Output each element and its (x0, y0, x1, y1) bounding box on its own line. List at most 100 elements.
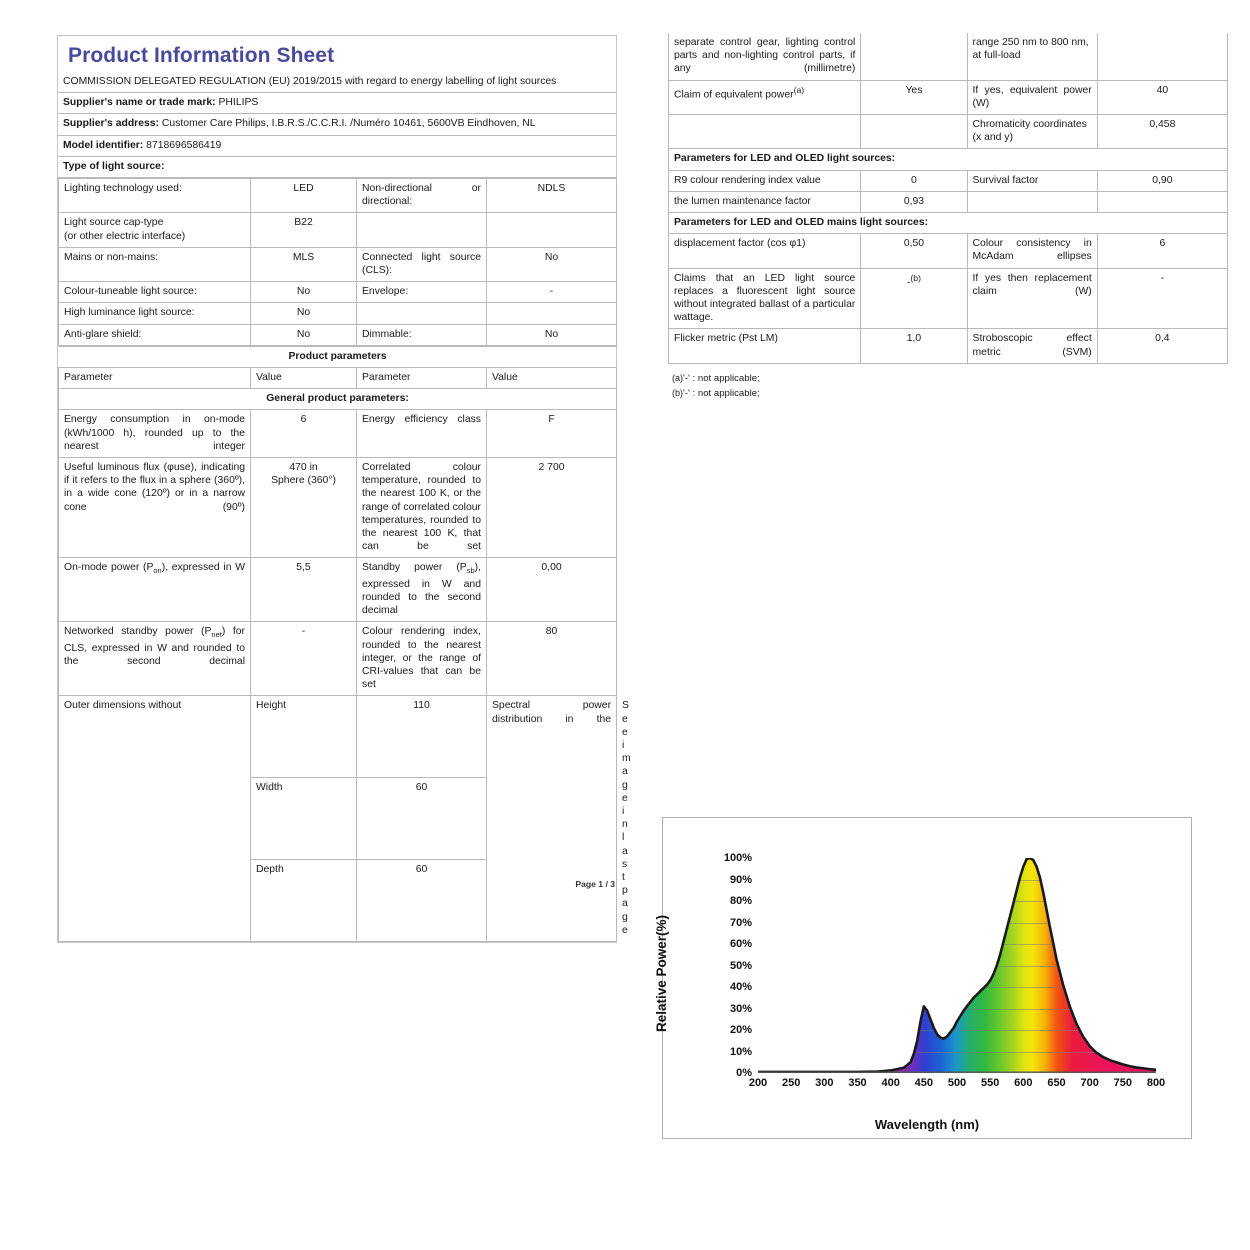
footnote-item: (b)'-' : not applicable; (672, 386, 1228, 401)
light-source-parameter-1: Light source cap-type (or other electric … (58, 212, 251, 248)
model-identifier-value: 8718696586419 (146, 139, 222, 151)
chromaticity-empty-2 (860, 114, 968, 150)
outer-dimension-name: Width (250, 777, 357, 861)
light-source-parameter-2: Dimmable: (356, 323, 487, 346)
claim-equivalent-power-parameter: Claim of equivalent power(a) (667, 79, 862, 116)
light-source-parameter-1: Mains or non-mains: (58, 246, 251, 283)
column-header-parameter-2: Parameter (356, 367, 487, 390)
footnotes: (a)'-' : not applicable; (b)'-' : not app… (668, 371, 1228, 401)
stroboscopic-metric-value: 0,4 (1096, 328, 1229, 364)
colour-consistency-parameter: Colour consistency in McAdam ellipses (966, 233, 1098, 269)
supplier-name-value: PHILIPS (218, 97, 259, 109)
table-row: Energy consumption in on-mode (kWh/1000 … (58, 409, 618, 459)
table-row: Depth 60 (59, 859, 617, 943)
continuation-value-1 (860, 33, 968, 81)
light-source-value-2 (486, 302, 617, 325)
chart-y-tick-label: 90% (729, 873, 752, 886)
table-row: Width 60 (59, 777, 617, 861)
led-replacement-claims-value: -(b) (860, 267, 968, 330)
light-source-value-2 (486, 212, 617, 248)
stroboscopic-metric-parameter: Stroboscopic effect metric (SVM) (966, 328, 1098, 364)
section-header-general-product-parameters: General product parameters: (57, 388, 618, 411)
chart-x-tick-label: 700 (1080, 1077, 1099, 1089)
supplier-address-label: Supplier's address: (63, 118, 160, 130)
light-source-parameter-2 (356, 212, 487, 248)
light-source-value-2: - (486, 281, 617, 304)
r9-value: 0 (860, 169, 968, 192)
light-source-value-2: No (486, 246, 617, 283)
equivalent-power-value: 40 (1096, 79, 1229, 116)
survival-factor-parameter: Survival factor (966, 169, 1098, 192)
model-identifier-label: Model identifier: (63, 139, 144, 151)
light-source-value-2: NDLS (486, 178, 617, 214)
table-row-lumen-maintenance: the lumen maintenance factor 0,93 (667, 190, 1229, 214)
product-information-sheet-panel: Product Information Sheet COMMISSION DEL… (57, 35, 631, 944)
table-row-type-of-light-source: Type of light source: (58, 155, 616, 179)
light-source-parameter-2: Envelope: (356, 281, 487, 304)
chart-y-tick-label: 30% (729, 1002, 752, 1015)
chart-x-tick-label: 750 (1113, 1077, 1133, 1089)
column-header-value-1: Value (250, 367, 357, 390)
survival-factor-value: 0,90 (1096, 169, 1229, 192)
chart-x-tick-label: 200 (748, 1077, 768, 1089)
light-source-table: Lighting technology used: LED Non-directio… (58, 178, 617, 346)
chart-y-tick-label: 10% (729, 1045, 752, 1058)
displacement-factor-value: 0,50 (860, 233, 968, 269)
chart-y-axis-ticks: 0% 10% 20% 30% 40% 50% 60% 70% 80% 90% 100% (663, 852, 752, 1079)
general-parameter-2: Correlated colour temperature, rounded t… (356, 457, 487, 559)
table-row-supplier-address: Supplier's address: Customer Care Philip… (58, 113, 616, 136)
page-number: Page 1 / 3 (575, 879, 615, 889)
general-value-2: F (485, 409, 618, 459)
outer-dimension-name: Height (250, 695, 357, 779)
continuation-value-2 (1096, 33, 1229, 81)
section-header-led-oled: Parameters for LED and OLED light source… (668, 148, 1228, 171)
light-source-parameter-1: Colour-tuneable light source: (58, 281, 251, 304)
footnote-marker-b: (b) (910, 272, 921, 283)
continuation-parameter-2: range 250 nm to 800 nm, at full-load (966, 33, 1098, 81)
product-information-sheet-continued-panel: separate control gear, lighting control … (667, 33, 1229, 401)
chart-y-tick-label: 50% (729, 959, 752, 972)
light-source-parameter-1: Anti-glare shield: (58, 323, 251, 346)
general-parameter-2: Energy efficiency class (356, 409, 487, 459)
chart-y-tick-label: 80% (729, 895, 752, 907)
chromaticity-empty-1 (667, 114, 862, 150)
chart-y-tick-label: 100% (723, 852, 752, 864)
led-replacement-claims-dash: - (906, 277, 911, 289)
gridline (758, 1051, 1156, 1053)
light-source-parameter-1: High luminance light source: (58, 302, 251, 325)
spectral-power-distribution-chart: Relative Power(%) 0% 10% 20% 30% 40% 50% 60% 70… (654, 817, 1192, 1139)
light-source-parameter-2: Non-directional or directional: (356, 178, 487, 214)
chart-x-tick-label: 550 (980, 1077, 1000, 1089)
light-source-value-1: No (250, 281, 357, 304)
light-source-value-1: LED (250, 178, 357, 214)
table-row-section-product-parameters: Product parameters (58, 345, 617, 369)
table-row-r9: R9 colour rendering index value 0 Surviv… (667, 169, 1229, 192)
table-row-flicker-metric: Flicker metric (Pst LM) 1,0 Stroboscopic… (667, 328, 1229, 364)
general-parameter-1: Networked standby power (Pnet) for CLS, … (58, 621, 251, 697)
table-row-section-led-oled-mains: Parameters for LED and OLED mains light … (668, 212, 1228, 235)
light-source-value-1: B22 (250, 212, 357, 248)
outer-dimension-value: 110 (356, 695, 487, 779)
chart-plot-area (758, 858, 1156, 1073)
supplier-address-cell: Supplier's address: Customer Care Philip… (58, 113, 616, 136)
column-header-parameter-1: Parameter (58, 367, 251, 390)
supplier-address-value: Customer Care Philips, I.B.R.S./C.C.R.I.… (161, 118, 536, 130)
footnote-marker: (b) (672, 387, 683, 398)
lumen-empty-value (1096, 190, 1229, 214)
general-parameter-2: Standby power (Psb), expressed in W and … (356, 557, 487, 623)
table-row-claim-equivalent-power: Claim of equivalent power(a) Yes If yes,… (667, 79, 1229, 116)
footnote-marker: (a) (672, 372, 683, 383)
colour-consistency-value: 6 (1096, 233, 1229, 269)
table-row-led-replacement-claims: Claims that an LED light source replaces… (667, 267, 1229, 330)
chart-x-tick-label: 450 (914, 1077, 934, 1089)
claim-equivalent-power-value: Yes (860, 79, 968, 116)
light-source-parameter-1: Lighting technology used: (58, 178, 251, 214)
regulation-intro: COMMISSION DELEGATED REGULATION (EU) 201… (58, 72, 616, 94)
table-row: Anti-glare shield: No Dimmable: No (58, 323, 617, 346)
outer-dimensions-label: Outer dimensions without (58, 695, 251, 943)
table-row-chromaticity: Chromaticity coordinates (x and y) 0,458 (667, 114, 1229, 150)
general-parameter-2: Colour rendering index, rounded to the n… (356, 621, 487, 697)
table-row: Lighting technology used: LED Non-directio… (58, 178, 617, 214)
header-table: COMMISSION DELEGATED REGULATION (EU) 201… (58, 72, 616, 179)
general-value-2: 2 700 (485, 457, 618, 559)
